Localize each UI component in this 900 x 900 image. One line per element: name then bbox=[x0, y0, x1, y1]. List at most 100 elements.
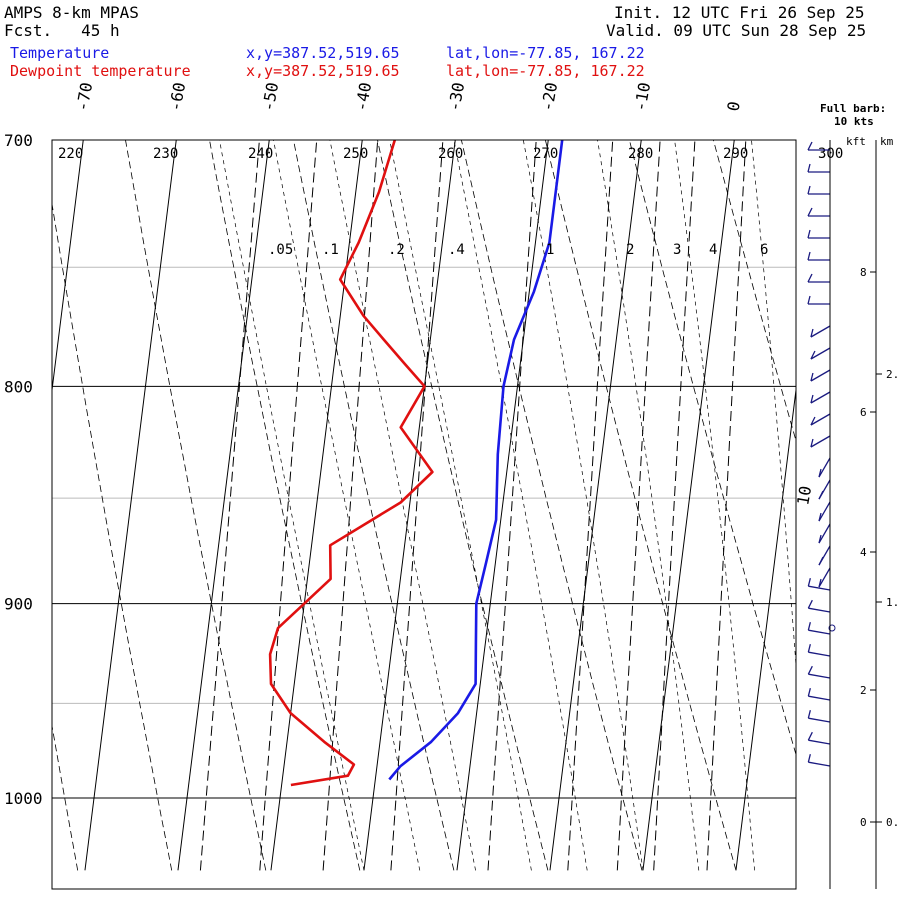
mixing-ratio-line bbox=[259, 140, 318, 871]
dry-adiabat bbox=[544, 140, 737, 871]
kft-tick-label: 0 bbox=[860, 816, 867, 829]
isotherm bbox=[177, 140, 270, 871]
isotherm bbox=[456, 140, 549, 871]
wind-barb bbox=[807, 754, 831, 767]
theta-label: 280 bbox=[628, 146, 653, 162]
mixing-ratio-line bbox=[390, 140, 444, 871]
kft-tick-label: 8 bbox=[860, 266, 867, 279]
mixing-ratio-line bbox=[706, 140, 747, 871]
wind-barb bbox=[810, 435, 831, 448]
dry-adiabat bbox=[52, 723, 79, 871]
temp-tick-label: -30 bbox=[444, 81, 468, 113]
mixing-ratio-line bbox=[322, 140, 379, 871]
barb-note-line2: 10 kts bbox=[834, 115, 874, 128]
mixing-ratio-line bbox=[487, 140, 537, 871]
model-title: AMPS 8-km MPAS bbox=[4, 3, 139, 22]
wind-barb bbox=[810, 325, 831, 338]
legend-dew-xy: x,y=387.52,519.65 bbox=[246, 62, 400, 80]
init-time: Init. 12 UTC Fri 26 Sep 25 bbox=[614, 3, 865, 22]
kft-axis-label: kft bbox=[846, 135, 866, 148]
wind-barb bbox=[807, 295, 830, 305]
mixing-ratio-label: .05 bbox=[268, 242, 293, 258]
wind-barb bbox=[810, 347, 831, 360]
temperature-profile bbox=[388, 140, 564, 781]
forecast-hour: Fcst. 45 h bbox=[4, 21, 120, 40]
kft-tick-label: 6 bbox=[860, 406, 867, 419]
legend-dewpoint: Dewpoint temperature bbox=[10, 62, 191, 80]
wind-barb bbox=[818, 457, 831, 478]
dry-adiabat bbox=[712, 140, 796, 443]
wind-barb bbox=[807, 644, 831, 657]
pressure-tick-label: 1000 bbox=[4, 789, 43, 808]
pressure-tick-label: 900 bbox=[4, 595, 33, 614]
moist-adiabat bbox=[751, 140, 796, 671]
moist-adiabat bbox=[219, 140, 365, 871]
theta-label: 290 bbox=[723, 146, 748, 162]
wind-barb bbox=[810, 369, 831, 382]
barb-note-line1: Full barb: bbox=[820, 102, 886, 115]
wind-barb bbox=[807, 688, 831, 701]
dry-adiabat bbox=[52, 201, 173, 871]
mixing-ratio-label: .1 bbox=[322, 242, 339, 258]
temp-tick-label: 0 bbox=[723, 100, 743, 113]
mixing-ratio-label: 4 bbox=[709, 242, 717, 258]
wind-barb bbox=[807, 185, 830, 195]
wind-barb bbox=[807, 251, 830, 261]
isotherm bbox=[642, 140, 735, 871]
theta-label: 220 bbox=[58, 146, 83, 162]
isotherm bbox=[363, 140, 456, 871]
dewpoint-profile bbox=[268, 140, 434, 787]
wind-barb bbox=[810, 413, 831, 426]
isotherm bbox=[549, 140, 642, 871]
wind-barb bbox=[807, 273, 830, 283]
dry-adiabat bbox=[293, 140, 455, 871]
wind-barb bbox=[807, 710, 831, 723]
wind-barb bbox=[807, 665, 831, 679]
wind-barb bbox=[818, 567, 831, 588]
legend-dew-latlon: lat,lon=-77.85, 167.22 bbox=[446, 62, 645, 80]
mixing-ratio-label: .4 bbox=[448, 242, 465, 258]
temp-tick-label: -10 bbox=[630, 81, 654, 113]
moist-adiabat bbox=[453, 140, 588, 871]
moist-adiabat bbox=[389, 140, 532, 871]
dry-adiabat bbox=[209, 140, 361, 871]
temp-tick-label: -40 bbox=[351, 81, 375, 113]
km-tick-label: 2. bbox=[886, 368, 899, 381]
wind-barb bbox=[807, 622, 831, 635]
wind-barb bbox=[807, 163, 830, 173]
theta-label: 300 bbox=[818, 146, 843, 162]
isotherm bbox=[270, 140, 363, 871]
mixing-ratio-label: 1 bbox=[546, 242, 554, 258]
isotherm bbox=[735, 385, 796, 871]
moist-adiabat bbox=[896, 140, 900, 870]
isotherm bbox=[829, 140, 900, 870]
dry-adiabat bbox=[125, 140, 267, 871]
km-axis-label: km bbox=[880, 135, 894, 148]
mixing-ratio-line bbox=[616, 140, 661, 871]
wind-barb bbox=[818, 501, 831, 522]
mixing-ratio-label: 6 bbox=[760, 242, 768, 258]
moist-adiabat bbox=[597, 140, 700, 871]
mixing-ratio-line bbox=[653, 140, 696, 871]
wind-barb bbox=[807, 141, 830, 151]
wind-barb bbox=[807, 731, 831, 745]
theta-label: 230 bbox=[153, 146, 178, 162]
legend-temp-xy: x,y=387.52,519.65 bbox=[246, 44, 400, 62]
wind-barb bbox=[818, 545, 831, 566]
legend-temperature: Temperature bbox=[10, 44, 110, 62]
dry-adiabat bbox=[460, 140, 643, 871]
isotherm bbox=[84, 140, 177, 871]
theta-label: 250 bbox=[343, 146, 368, 162]
wind-barb bbox=[807, 207, 830, 217]
moist-adiabat bbox=[674, 140, 755, 871]
valid-time: Valid. 09 UTC Sun 28 Sep 25 bbox=[606, 21, 867, 40]
temp-tick-label: -70 bbox=[72, 81, 96, 113]
mixing-ratio-label: 2 bbox=[626, 242, 634, 258]
moist-adiabat bbox=[826, 140, 867, 870]
wind-barb bbox=[818, 479, 831, 500]
kft-tick-label: 2 bbox=[860, 684, 867, 697]
km-tick-label: 1. bbox=[886, 596, 899, 609]
wind-barb bbox=[807, 229, 830, 239]
dry-adiabat bbox=[628, 140, 796, 756]
